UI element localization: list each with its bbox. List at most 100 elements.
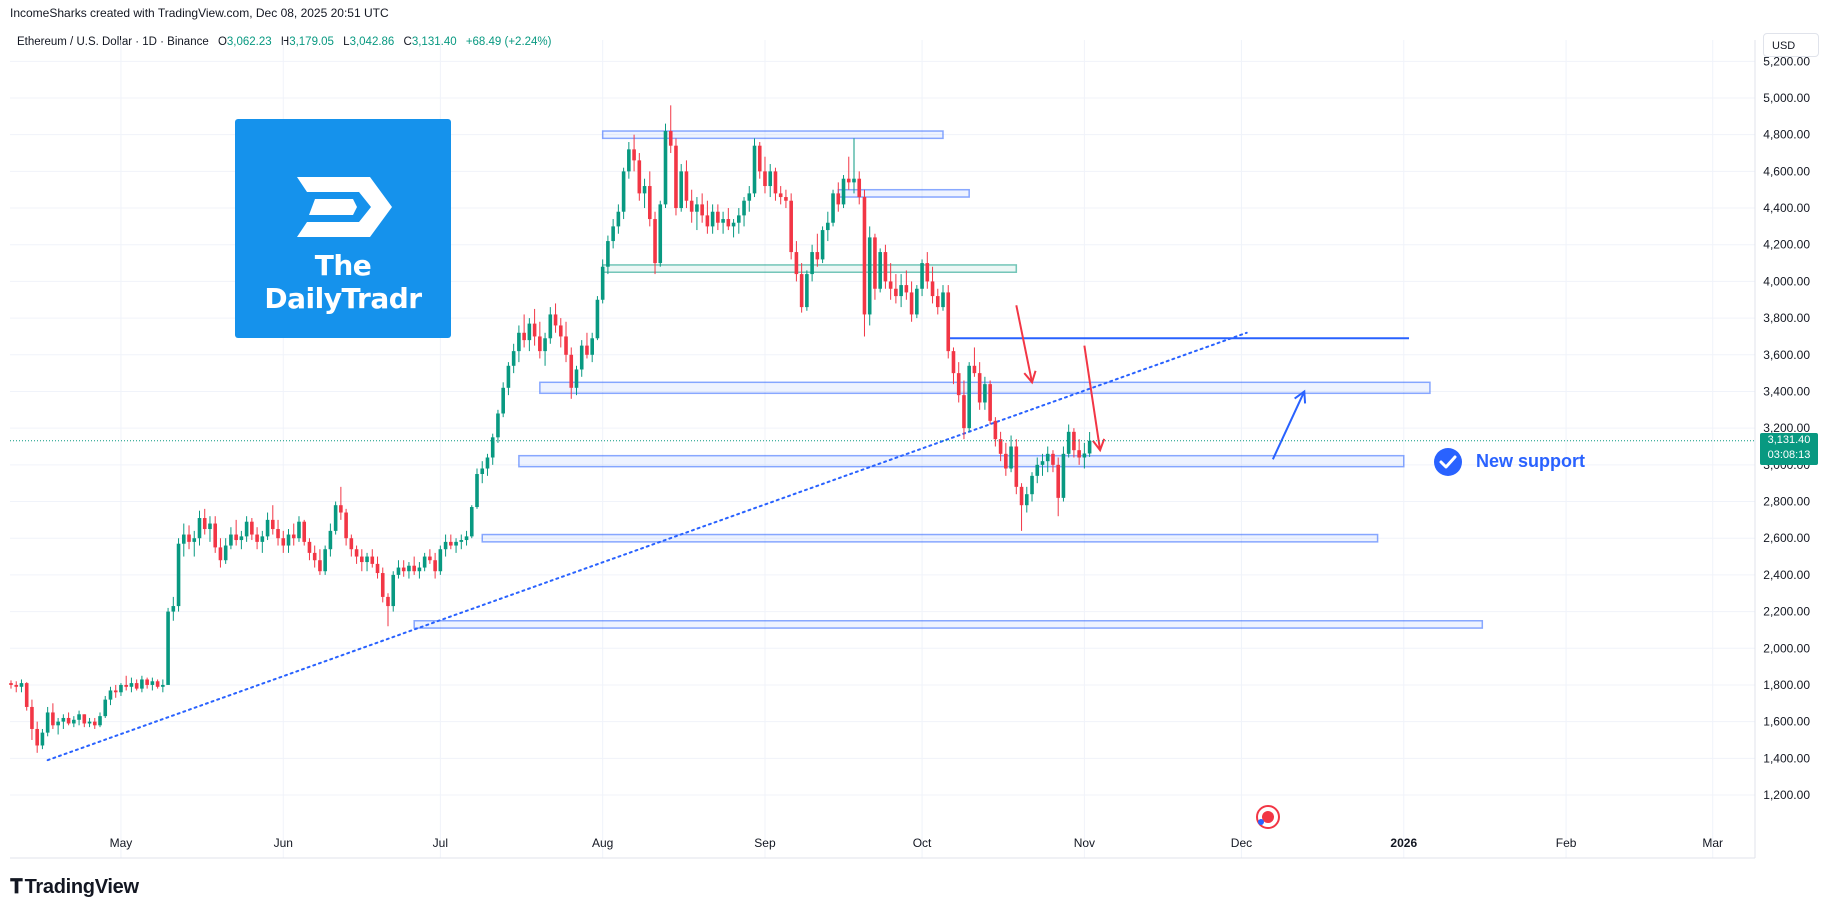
candle-body — [1051, 453, 1055, 465]
down-arrow — [1015, 305, 1033, 383]
chart-grid — [10, 40, 1755, 858]
down-arrow-head — [1092, 438, 1106, 453]
candle-body — [1066, 431, 1071, 454]
candle-body — [867, 237, 872, 315]
candle-body — [490, 437, 495, 458]
candle-body — [815, 252, 820, 260]
candle-body — [276, 529, 280, 539]
candle-body — [731, 222, 736, 227]
candle-body — [87, 721, 92, 724]
candle-body — [836, 193, 841, 205]
candle-body — [920, 263, 924, 289]
candle-body — [1019, 486, 1024, 506]
candle-body — [166, 611, 170, 685]
candle-body — [1014, 446, 1019, 487]
candle-body — [297, 521, 301, 539]
candle-body — [454, 541, 458, 546]
time-tick-label: Jun — [274, 836, 293, 850]
price-tick-label: 4,200.00 — [1763, 238, 1810, 252]
candle-body — [459, 540, 464, 542]
candle-body — [595, 299, 600, 339]
candle-body — [538, 336, 542, 352]
price-tick-label: 1,200.00 — [1763, 788, 1810, 802]
candle-body — [103, 699, 108, 717]
candle-body — [700, 204, 704, 216]
time-tick-label: Jul — [433, 836, 448, 850]
candle-body — [564, 336, 568, 355]
new-support-annotation: New support — [1476, 451, 1586, 471]
currency-selector-button[interactable]: USD — [1763, 33, 1819, 57]
price-zone — [601, 130, 944, 140]
candle-body — [726, 219, 731, 227]
candle-body — [92, 721, 97, 726]
up-arrow-head — [1294, 389, 1307, 404]
candle-body — [129, 683, 134, 687]
candle-body — [543, 338, 547, 352]
candle-body — [632, 149, 636, 161]
price-zone — [481, 533, 1379, 543]
candle-body — [213, 523, 218, 548]
candle-body — [962, 395, 966, 429]
candle-body — [857, 178, 862, 198]
candle-body — [255, 534, 259, 542]
price-axis: 5,200.00 5,000.00 4,800.00 4,600.00 4,400.00… — [1763, 54, 1810, 802]
candle-body — [752, 145, 757, 194]
candle-body — [993, 420, 998, 440]
candle-body — [846, 178, 851, 183]
candle-body — [1077, 450, 1081, 458]
candle-body — [653, 219, 657, 264]
candle-body — [113, 690, 118, 693]
candle-body — [56, 721, 60, 726]
candle-body — [1056, 464, 1060, 498]
candle-body — [24, 683, 29, 707]
candle-body — [72, 719, 76, 724]
candle-body — [1024, 494, 1029, 506]
candle-body — [77, 714, 81, 720]
candle-body — [637, 160, 642, 194]
candle-body — [187, 534, 191, 542]
attribution-text: IncomeSharks created with TradingView.co… — [10, 6, 389, 20]
candle-body — [9, 683, 13, 685]
candle-body — [417, 567, 422, 572]
candle-body — [475, 474, 479, 508]
candle-body — [370, 556, 375, 564]
candle-body — [784, 197, 788, 201]
time-axis: May Jun Jul Aug Sep Oct Nov Dec 2026 Feb Mar — [110, 836, 1723, 850]
candle-body — [98, 716, 102, 726]
candle-body — [302, 521, 307, 542]
candle-body — [553, 314, 558, 326]
candle-body — [789, 200, 793, 253]
candle-body — [223, 545, 228, 561]
candle-body — [647, 186, 652, 220]
symbol-name[interactable]: Ethereum / U.S. Dollar · 1D · Binance — [17, 36, 209, 48]
candle-body — [705, 215, 710, 227]
logo-text: The DailyTradr — [264, 249, 422, 315]
candle-body — [737, 215, 741, 223]
candle-body — [935, 296, 940, 308]
candle-body — [19, 683, 24, 687]
candle-body — [820, 230, 825, 260]
candle-body — [208, 523, 212, 530]
candle-body — [40, 732, 45, 746]
check-icon — [1434, 448, 1462, 476]
time-tick-label: Feb — [1556, 836, 1577, 850]
candle-body — [380, 573, 385, 597]
candle-body — [569, 354, 574, 388]
candle-body — [747, 193, 752, 201]
up-arrow — [1271, 391, 1306, 460]
candle-body — [30, 706, 34, 729]
tradingview-brand[interactable]: 𝐓 TradingView — [10, 876, 139, 899]
candle-body — [810, 252, 814, 275]
candle-body — [946, 292, 951, 352]
candle-body — [956, 373, 961, 396]
candle-body — [915, 288, 919, 315]
candle-body — [161, 684, 165, 687]
candle-body — [354, 549, 359, 557]
candle-body — [621, 171, 626, 212]
candle-body — [45, 712, 50, 733]
candle-body — [590, 338, 594, 355]
event-flag-icon — [1256, 805, 1280, 829]
candle-body — [904, 285, 909, 293]
price-tick-label: 4,000.00 — [1763, 274, 1810, 288]
